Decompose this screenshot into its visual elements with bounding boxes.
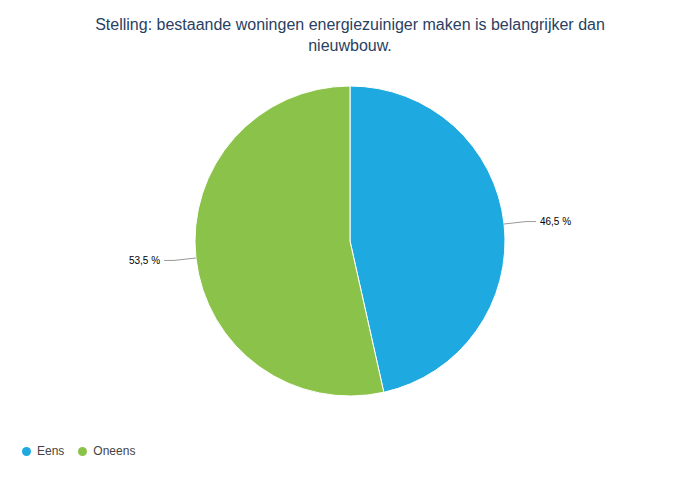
svg-text:53,5 %: 53,5 % bbox=[129, 255, 160, 266]
html-text:Stelling: bestaande woningen e: Stelling: bestaande woningen energiezuin… bbox=[95, 16, 605, 54]
html-text:Oneens: Oneens bbox=[93, 444, 136, 458]
html-text:Eens: Eens bbox=[37, 444, 65, 458]
svg-text:46,5 %: 46,5 % bbox=[540, 216, 571, 227]
